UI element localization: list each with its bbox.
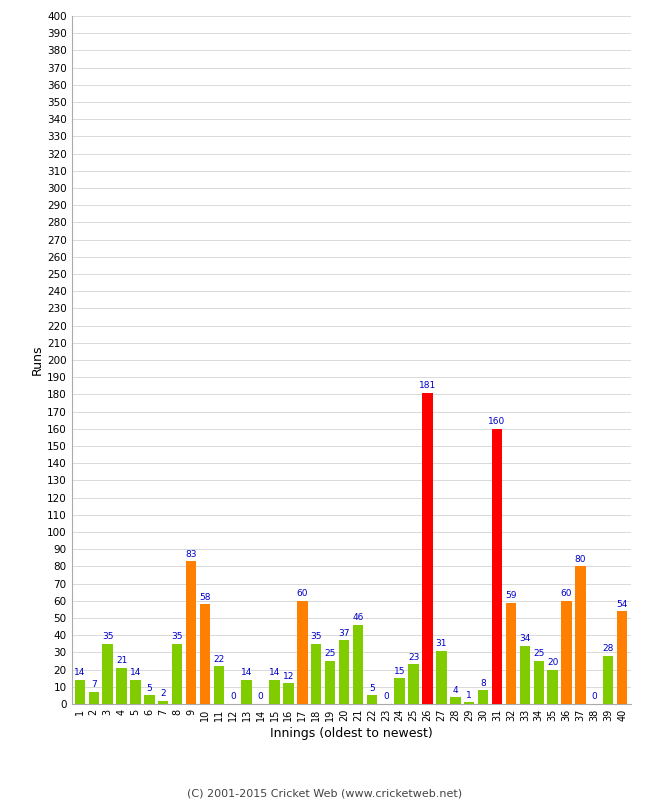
Bar — [116, 668, 127, 704]
Bar — [464, 702, 474, 704]
Text: 160: 160 — [488, 418, 506, 426]
Text: 5: 5 — [146, 684, 152, 693]
Bar — [478, 690, 488, 704]
Bar — [158, 701, 168, 704]
Text: 7: 7 — [91, 680, 97, 690]
Bar — [450, 697, 460, 704]
Text: 14: 14 — [74, 668, 86, 678]
Text: 5: 5 — [369, 684, 375, 693]
Text: 1: 1 — [466, 690, 472, 700]
Bar — [130, 680, 140, 704]
Text: 83: 83 — [185, 550, 197, 558]
Text: 28: 28 — [603, 644, 614, 654]
X-axis label: Innings (oldest to newest): Innings (oldest to newest) — [270, 727, 432, 740]
Text: 22: 22 — [213, 654, 224, 663]
Bar — [269, 680, 280, 704]
Bar — [242, 680, 252, 704]
Text: 46: 46 — [352, 614, 363, 622]
Bar — [408, 665, 419, 704]
Text: 58: 58 — [200, 593, 211, 602]
Text: 0: 0 — [383, 693, 389, 702]
Bar — [75, 680, 85, 704]
Bar — [617, 611, 627, 704]
Text: 2: 2 — [161, 689, 166, 698]
Bar — [200, 604, 210, 704]
Text: 60: 60 — [296, 590, 308, 598]
Bar — [283, 683, 294, 704]
Text: 20: 20 — [547, 658, 558, 667]
Text: 181: 181 — [419, 381, 436, 390]
Bar — [297, 601, 307, 704]
Text: 25: 25 — [324, 650, 336, 658]
Bar — [353, 625, 363, 704]
Text: 35: 35 — [311, 632, 322, 642]
Text: 4: 4 — [452, 686, 458, 694]
Text: 35: 35 — [102, 632, 113, 642]
Bar — [492, 429, 502, 704]
Bar — [186, 562, 196, 704]
Bar — [339, 640, 349, 704]
Text: 21: 21 — [116, 656, 127, 666]
Text: 34: 34 — [519, 634, 530, 643]
Bar — [214, 666, 224, 704]
Bar — [88, 692, 99, 704]
Text: 37: 37 — [338, 629, 350, 638]
Y-axis label: Runs: Runs — [31, 345, 44, 375]
Bar — [172, 644, 183, 704]
Bar — [506, 602, 516, 704]
Bar — [395, 678, 405, 704]
Bar — [603, 656, 614, 704]
Bar — [575, 566, 586, 704]
Text: 35: 35 — [172, 632, 183, 642]
Text: 80: 80 — [575, 555, 586, 564]
Bar — [325, 661, 335, 704]
Text: 54: 54 — [616, 599, 628, 609]
Text: 15: 15 — [394, 666, 406, 676]
Text: 14: 14 — [269, 668, 280, 678]
Text: 14: 14 — [241, 668, 252, 678]
Bar — [103, 644, 113, 704]
Bar — [519, 646, 530, 704]
Bar — [547, 670, 558, 704]
Text: 23: 23 — [408, 653, 419, 662]
Text: 60: 60 — [561, 590, 572, 598]
Bar — [311, 644, 322, 704]
Text: 59: 59 — [505, 591, 517, 600]
Text: 0: 0 — [258, 693, 263, 702]
Text: 0: 0 — [592, 693, 597, 702]
Bar — [144, 695, 155, 704]
Bar — [534, 661, 544, 704]
Text: 8: 8 — [480, 678, 486, 688]
Text: 0: 0 — [230, 693, 236, 702]
Text: 31: 31 — [436, 639, 447, 648]
Bar — [562, 601, 572, 704]
Bar — [436, 650, 447, 704]
Text: 25: 25 — [533, 650, 545, 658]
Text: (C) 2001-2015 Cricket Web (www.cricketweb.net): (C) 2001-2015 Cricket Web (www.cricketwe… — [187, 788, 463, 798]
Bar — [367, 695, 377, 704]
Bar — [422, 393, 433, 704]
Text: 14: 14 — [130, 668, 141, 678]
Text: 12: 12 — [283, 672, 294, 681]
